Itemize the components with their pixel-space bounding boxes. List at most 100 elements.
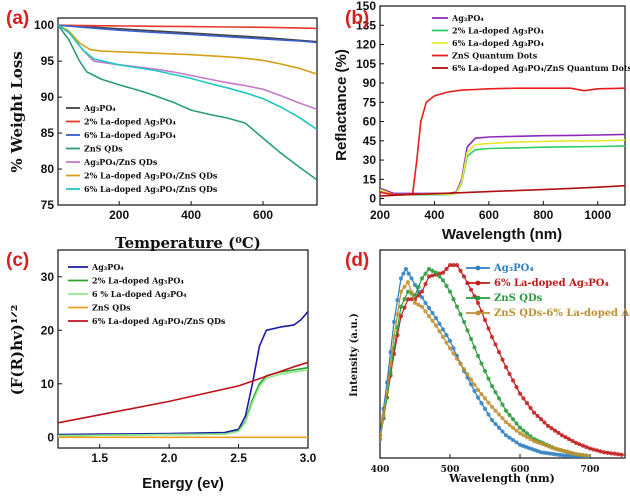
data-point [479,361,484,366]
series-line-6-la-doped-ag-po [58,24,317,44]
y-tick-label: 45 [363,134,377,148]
legend-marker [475,280,481,286]
x-axis-title: Wavelength (nm) [442,226,562,243]
y-tick-label: 0 [369,192,376,206]
panel-label: (a) [6,8,29,29]
data-point [514,385,519,390]
x-tick-label: 200 [109,208,129,222]
data-point [402,284,407,289]
data-point [552,428,558,433]
series-line-zns-qds [380,268,591,457]
data-point [535,413,540,418]
data-point [514,428,519,433]
data-point [510,437,516,443]
data-point [440,327,446,332]
y-tick-label: 75 [363,95,377,109]
data-point [451,263,456,268]
data-point [514,421,519,426]
data-point [412,300,418,305]
data-point [405,289,411,294]
data-point [430,318,435,323]
data-point [573,452,579,457]
series-group [58,310,308,439]
data-point [559,433,565,438]
data-point [398,304,404,309]
data-point [423,309,428,314]
x-tick-label: 400 [424,208,444,222]
panel-a: 200 400 600 75 80 85 90 95 100 Temperature (⁰C) % … [6,8,318,252]
y-tick-label: 75 [41,198,55,212]
data-point [482,368,488,374]
data-point [454,356,460,361]
x-tick-label: 3.0 [300,451,317,465]
data-point [528,437,533,442]
data-point [419,304,425,309]
data-point [521,396,526,401]
data-point [440,334,446,340]
data-point [433,323,439,328]
y-tick-label: 90 [363,76,377,90]
data-point [496,425,502,430]
data-point [444,340,449,345]
y-tick-label: 15 [363,172,377,186]
data-point [573,440,579,445]
data-point [598,449,603,454]
x-tick-label: 1000 [584,208,611,222]
y-tick-label: 60 [363,115,377,129]
data-point [500,402,505,407]
y-tick-label: 30 [363,153,377,167]
series-line-6-la-doped-ag-po-zns-qds [58,361,308,424]
data-point [406,271,411,276]
data-point [493,342,498,347]
data-point [447,346,453,351]
legend-label: ZnS QDs-6% La-doped Ag₃PO₄ [494,308,630,319]
data-point [468,287,474,292]
data-point [437,321,442,326]
data-point [608,451,614,456]
legend-label: 2% La-doped Ag₃PO₄ [452,26,544,36]
data-point [479,401,484,406]
panel-label: (b) [345,8,369,29]
data-point [486,412,491,417]
data-point [570,438,575,444]
x-tick-label: 700 [581,465,600,475]
panel-label: (c) [6,250,29,271]
series-group [58,24,317,181]
x-tick-label: 500 [441,465,460,475]
data-point [458,312,463,317]
data-point [416,302,421,307]
y-tick-label: 10 [41,377,55,391]
data-point [594,448,600,453]
data-point [475,353,481,358]
x-tick-label: 600 [479,208,499,222]
series-line-6-la-doped-ag-po-zns-qds [58,24,317,131]
legend-label: Ag₃PO₄ [83,103,116,113]
data-point [496,396,502,401]
data-point [419,276,425,281]
data-point [493,408,498,413]
data-point [419,289,425,294]
data-point [475,387,481,392]
legend-label: 6 % La-doped Ag₃PO₄ [92,289,187,299]
data-point [580,443,586,448]
data-point [405,280,411,285]
legend-label: 2% La-doped Ag₃PO₄ [92,276,184,286]
data-point [542,420,547,425]
x-tick-label: 600 [253,208,273,222]
series-line-ag-po [58,24,317,43]
data-point [447,289,453,294]
x-tick-label: 200 [370,208,390,222]
data-point [384,389,390,394]
legend-label: 6% La-doped Ag₃PO₄/ZnS Quantum Dots [452,63,630,73]
series-line-ag-po-zns-qds [58,24,317,111]
data-point [444,266,449,271]
legend-label: 2% La-doped Ag₃PO₄ [84,117,176,127]
data-point [517,391,523,396]
x-tick-label: 2.5 [230,451,247,465]
data-point [433,316,439,321]
data-point [482,406,488,411]
data-point [528,405,533,410]
data-point [507,435,512,440]
data-point [402,297,407,302]
data-point [500,357,505,362]
